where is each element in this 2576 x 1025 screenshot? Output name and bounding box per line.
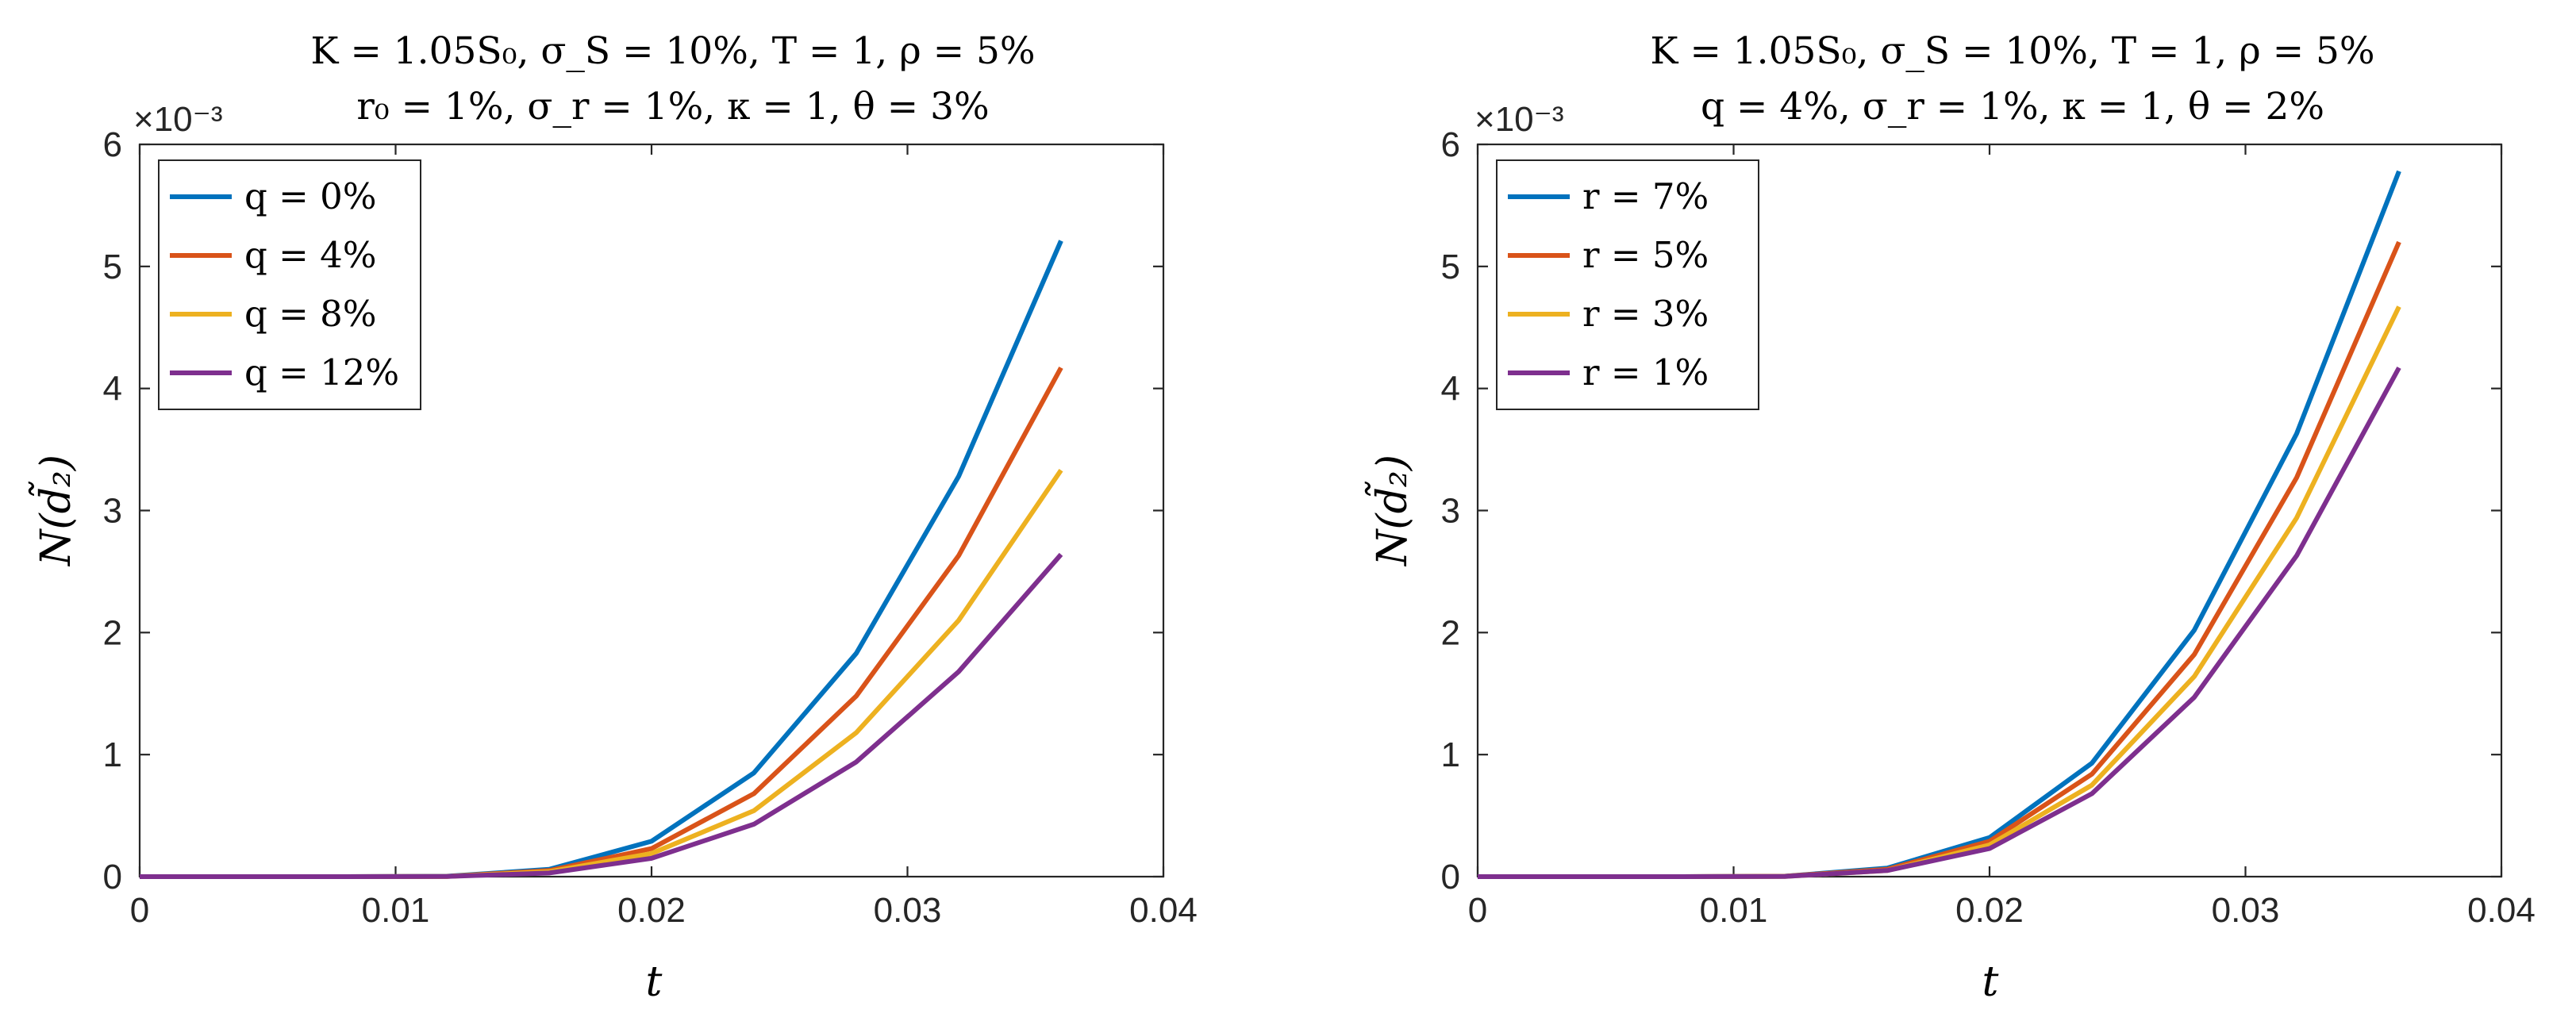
chart-left-y-axis-label: N(d̃₂) bbox=[28, 455, 80, 567]
chart-left-x-tick-label: 0.04 bbox=[1129, 891, 1198, 930]
chart-left-y-tick-label: 4 bbox=[103, 370, 122, 409]
chart-left-plot-area: 0 0.01 0.02 0.03 0.04 0 1 2 3 4 5 6 q = 0% q = 4% q = … bbox=[103, 125, 1198, 930]
chart-right: K = 1.05S₀, σ_S = 10%, T = 1, ρ = 5% q =… bbox=[1364, 29, 2536, 1006]
chart-left-legend bbox=[158, 159, 421, 410]
chart-right-y-tick-label: 5 bbox=[1441, 248, 1460, 286]
chart-left-legend-label-1: q = 0% bbox=[244, 175, 377, 217]
chart-left-title-line-1: K = 1.05S₀, σ_S = 10%, T = 1, ρ = 5% bbox=[310, 29, 1035, 73]
chart-left-x-axis-label: t bbox=[646, 958, 663, 1006]
chart-left-y-tick-label: 6 bbox=[103, 125, 122, 164]
chart-right-y-tick-label: 0 bbox=[1441, 858, 1460, 896]
chart-left-y-tick-label: 2 bbox=[103, 613, 122, 652]
chart-right-y-tick-label: 4 bbox=[1441, 370, 1460, 409]
chart-right-plot-area: 0 0.01 0.02 0.03 0.04 0 1 2 3 4 5 6 r = 7% r = 5% r = … bbox=[1441, 125, 2536, 930]
chart-right-y-tick-label: 2 bbox=[1441, 613, 1460, 652]
chart-right-y-tick-label: 6 bbox=[1441, 125, 1460, 164]
chart-right-y-tick-label: 1 bbox=[1441, 735, 1460, 774]
chart-left-title-line-2: r₀ = 1%, σ_r = 1%, κ = 1, θ = 3% bbox=[356, 85, 989, 129]
chart-left-x-tick-label: 0.03 bbox=[874, 891, 942, 930]
chart-right-legend-label-2: r = 5% bbox=[1582, 234, 1709, 276]
chart-right-series-line-4 bbox=[1478, 367, 2401, 879]
chart-left-y-tick-label: 0 bbox=[103, 858, 122, 896]
chart-right-title-line-1: K = 1.05S₀, σ_S = 10%, T = 1, ρ = 5% bbox=[1650, 29, 2374, 73]
chart-left-legend-label-2: q = 4% bbox=[244, 234, 377, 276]
chart-right-title-line-2: q = 4%, σ_r = 1%, κ = 1, θ = 2% bbox=[1701, 85, 2324, 129]
chart-left-x-tick-label: 0 bbox=[130, 891, 149, 930]
chart-right-exponent-label: ×10⁻³ bbox=[1474, 100, 1564, 139]
chart-right-x-tick-label: 0 bbox=[1468, 891, 1487, 930]
chart-right-x-axis-label: t bbox=[1982, 958, 1999, 1006]
chart-right-y-tick-label: 3 bbox=[1441, 492, 1460, 531]
chart-left-series-line-2 bbox=[140, 367, 1063, 879]
chart-left-legend-label-4: q = 12% bbox=[244, 351, 399, 393]
chart-left-series-line-3 bbox=[140, 469, 1063, 879]
chart-right-x-tick-label: 0.02 bbox=[1955, 891, 2024, 930]
chart-right-x-tick-label: 0.04 bbox=[2467, 891, 2536, 930]
chart-left-legend-label-3: q = 8% bbox=[244, 293, 377, 335]
chart-right-legend-label-1: r = 7% bbox=[1582, 175, 1709, 217]
chart-right-y-axis-label: N(d̃₂) bbox=[1364, 455, 1417, 567]
chart-left: K = 1.05S₀, σ_S = 10%, T = 1, ρ = 5% r₀ … bbox=[28, 29, 1198, 1006]
chart-left-series-line-4 bbox=[140, 552, 1063, 879]
chart-left-y-tick-label: 3 bbox=[103, 492, 122, 531]
chart-left-exponent-label: ×10⁻³ bbox=[133, 100, 223, 139]
chart-left-x-tick-label: 0.02 bbox=[617, 891, 686, 930]
chart-left-y-tick-label: 1 bbox=[103, 735, 122, 774]
chart-right-x-tick-label: 0.01 bbox=[1700, 891, 1768, 930]
chart-right-legend-label-4: r = 1% bbox=[1582, 351, 1709, 393]
chart-left-x-tick-label: 0.01 bbox=[362, 891, 430, 930]
chart-right-legend-label-3: r = 3% bbox=[1582, 293, 1709, 335]
chart-right-legend bbox=[1496, 159, 1759, 410]
chart-left-y-tick-label: 5 bbox=[103, 248, 122, 286]
chart-right-x-tick-label: 0.03 bbox=[2212, 891, 2280, 930]
